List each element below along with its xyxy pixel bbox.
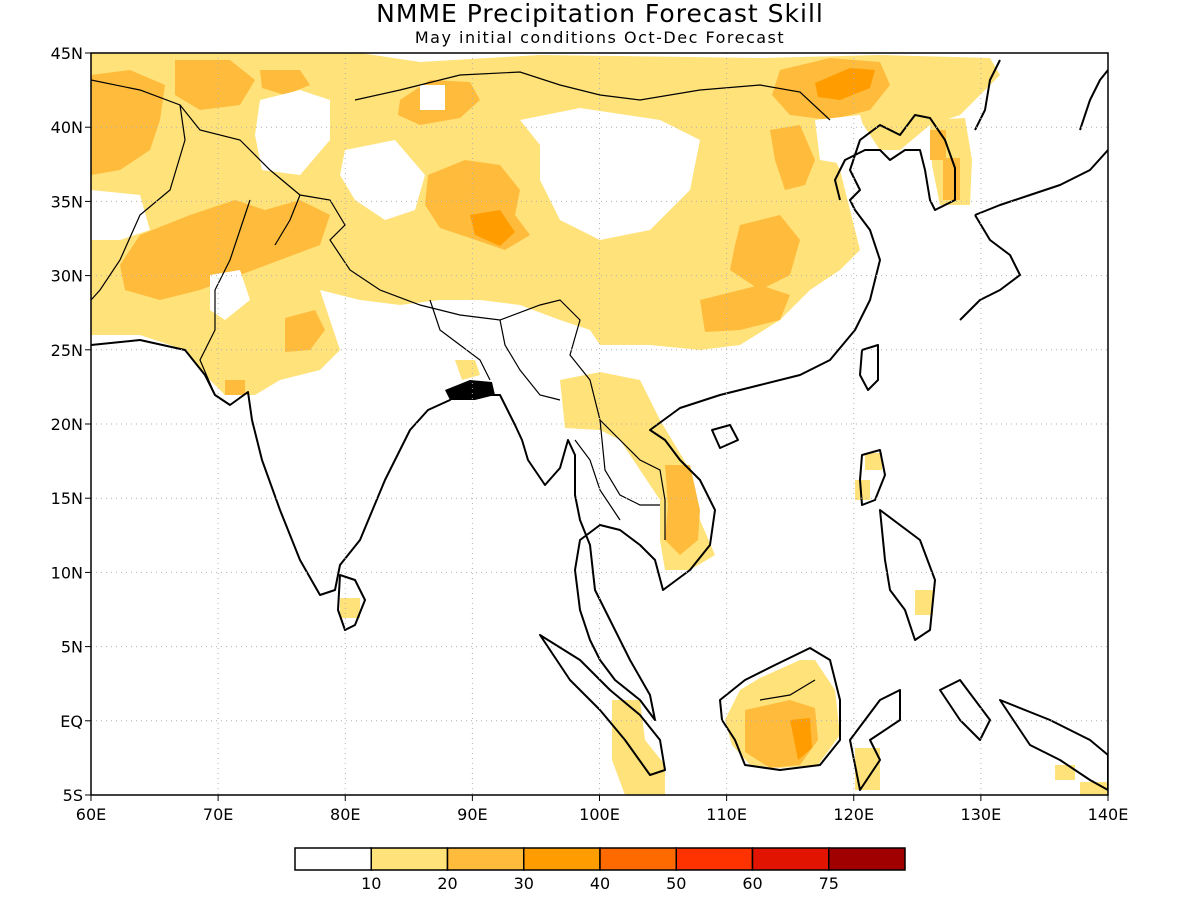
axis-ticks <box>85 52 1109 801</box>
legend-label: 40 <box>590 874 610 893</box>
no-skill-patches <box>91 85 870 320</box>
y-tick-label: 45N <box>51 44 83 63</box>
skill-category-30-40 <box>470 68 875 760</box>
legend-swatch <box>446 847 525 871</box>
x-tick-label: 90E <box>457 805 487 824</box>
legend-swatch <box>828 847 906 871</box>
x-tick-label: 100E <box>579 805 620 824</box>
y-tick-label: 5N <box>61 638 83 657</box>
y-tick-label: 5S <box>63 786 83 805</box>
y-tick-label: 15N <box>51 489 83 508</box>
y-tick-label: 40N <box>51 118 83 137</box>
x-tick-label: 110E <box>706 805 747 824</box>
legend-swatch <box>370 847 449 871</box>
legend-label: 60 <box>742 874 762 893</box>
y-tick-label: 30N <box>51 267 83 286</box>
grid-lines <box>91 53 1108 795</box>
legend-label: 75 <box>819 874 839 893</box>
x-tick-label: 120E <box>833 805 874 824</box>
y-tick-label: 10N <box>51 563 83 582</box>
legend-swatch <box>523 847 601 871</box>
x-tick-label: 60E <box>76 805 106 824</box>
x-axis-labels: 60E 70E 80E 90E 100E 110E 120E 130E 140E <box>76 805 1129 824</box>
legend-label: 50 <box>666 874 686 893</box>
y-tick-label: 20N <box>51 415 83 434</box>
legend-swatch <box>751 847 830 871</box>
y-tick-label: EQ <box>60 712 83 731</box>
x-tick-label: 140E <box>1088 805 1129 824</box>
delta-region <box>445 380 495 400</box>
map-subtitle: May initial conditions Oct-Dec Forecast <box>414 28 786 47</box>
coastlines <box>91 59 1108 791</box>
skill-shading <box>91 53 1108 795</box>
legend-swatch <box>294 847 372 871</box>
legend-label: 30 <box>514 874 534 893</box>
x-tick-label: 80E <box>330 805 360 824</box>
skill-category-20-30 <box>91 58 960 768</box>
legend-label: 10 <box>361 874 381 893</box>
country-borders <box>91 71 831 701</box>
y-axis-labels: 45N 40N 35N 30N 25N 20N 15N 10N 5N EQ 5S <box>51 44 83 805</box>
x-tick-label: 70E <box>203 805 233 824</box>
map-title: NMME Precipitation Forecast Skill <box>376 0 824 28</box>
y-tick-label: 35N <box>51 192 83 211</box>
legend-swatch <box>675 847 754 871</box>
x-tick-label: 130E <box>961 805 1002 824</box>
legend-label: 20 <box>437 874 457 893</box>
y-tick-label: 25N <box>51 341 83 360</box>
legend-colorbar: 10 20 30 40 50 60 75 <box>294 847 906 893</box>
legend-swatch <box>599 847 677 871</box>
